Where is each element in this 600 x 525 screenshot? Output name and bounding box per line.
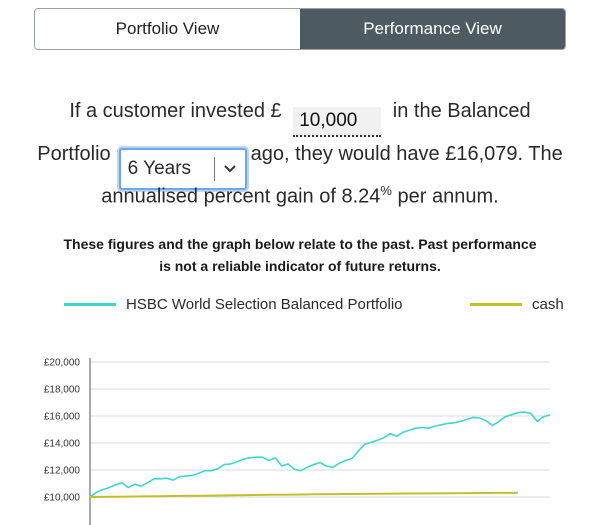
y-tick-label: £14,000 [44,439,81,450]
investment-amount-input[interactable]: 10,000 [293,107,382,137]
legend-item-cash: cash [470,296,564,313]
legend-label-portfolio: HSBC World Selection Balanced Portfolio [126,296,403,313]
y-tick-label: £18,000 [44,385,81,396]
series-line-portfolio [89,411,551,498]
summary-text-invested: If a customer invested £ [69,100,282,122]
legend-swatch-cash [470,303,522,306]
summary-text-per-annum: per annum. [391,185,499,208]
summary-line-1: If a customer invested £ 10,000 in the B… [0,100,600,137]
summary-text-balanced: in the Balanced [392,100,531,122]
notice-line-2: is not a reliable indicator of future re… [159,258,441,274]
notice-line-1: These figures and the graph below relate… [63,236,537,252]
legend-item-portfolio: HSBC World Selection Balanced Portfolio [64,296,403,313]
summary-text-portfolio: Portfolio [37,143,111,165]
percent-sign: % [380,183,392,198]
period-select[interactable]: 6 Years [118,148,247,190]
chevron-down-icon[interactable] [215,164,245,174]
summary-line-3: annualised percent gain of 8.24% per ann… [0,183,600,209]
summary-line-2: Portfolio 6 Years ago, they would have £… [0,143,600,190]
y-tick-label: £16,000 [44,412,81,423]
performance-chart: £10,000 £12,000 £14,000 £16,000 £18,000 £20,0… [44,358,551,525]
summary-text-result: ago, they would have £16,079. The [250,143,563,165]
series-line-cash [89,491,519,498]
y-tick-label: £20,000 [44,358,81,369]
view-tabs: Portfolio View Performance View [34,8,566,50]
period-select-separator [213,157,215,181]
tab-performance-view[interactable]: Performance View [300,9,565,49]
legend-label-cash: cash [532,296,564,313]
summary-text-gain: annualised percent gain of 8.24 [101,185,381,208]
period-select-value: 6 Years [127,158,192,179]
y-tick-label: £10,000 [44,493,81,504]
legend-swatch-portfolio [64,303,116,306]
tab-portfolio-view[interactable]: Portfolio View [35,9,300,49]
past-performance-notice: These figures and the graph below relate… [30,233,570,277]
y-tick-label: £12,000 [44,466,81,477]
